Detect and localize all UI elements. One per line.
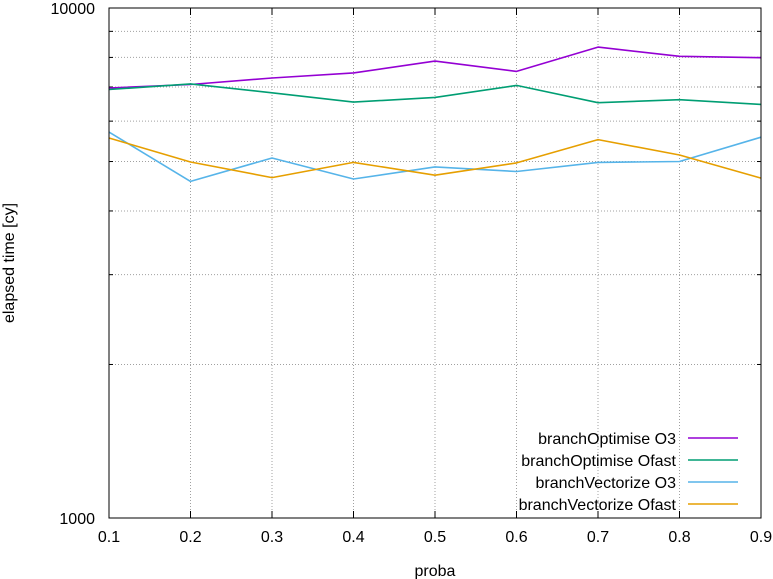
x-tick-label: 0.9 xyxy=(750,529,772,546)
legend-label: branchVectorize Ofast xyxy=(519,497,677,514)
series-line xyxy=(108,46,762,89)
grid xyxy=(109,8,761,518)
x-tick-label: 0.7 xyxy=(587,529,609,546)
x-tick-label: 0.4 xyxy=(342,529,364,546)
x-tick-label: 0.3 xyxy=(261,529,283,546)
x-tick-label: 0.1 xyxy=(98,529,120,546)
x-tick-label: 0.6 xyxy=(505,529,527,546)
legend-label: branchOptimise Ofast xyxy=(521,453,676,470)
legend-label: branchOptimise O3 xyxy=(538,431,676,448)
series-line xyxy=(108,137,762,179)
series-line xyxy=(108,83,762,106)
series-line xyxy=(108,131,762,183)
plot-frame xyxy=(108,7,762,519)
tick-labels: 0.1 0.2 0.3 0.4 0.5 0.6 0.7 0.8 0.9 1000 10000 xyxy=(51,1,773,546)
legend-label: branchVectorize O3 xyxy=(535,475,676,492)
series-lines xyxy=(108,46,762,183)
y-tick-label: 10000 xyxy=(51,1,96,18)
x-axis-title: proba xyxy=(415,563,456,579)
y-tick-label: 1000 xyxy=(59,511,95,528)
legend: branchOptimise O3 branchOptimise Ofast bra… xyxy=(519,431,738,514)
x-tick-label: 0.8 xyxy=(668,529,690,546)
y-axis-title: elapsed time [cy] xyxy=(1,203,18,323)
x-tick-label: 0.2 xyxy=(179,529,201,546)
x-tick-label: 0.5 xyxy=(424,529,446,546)
